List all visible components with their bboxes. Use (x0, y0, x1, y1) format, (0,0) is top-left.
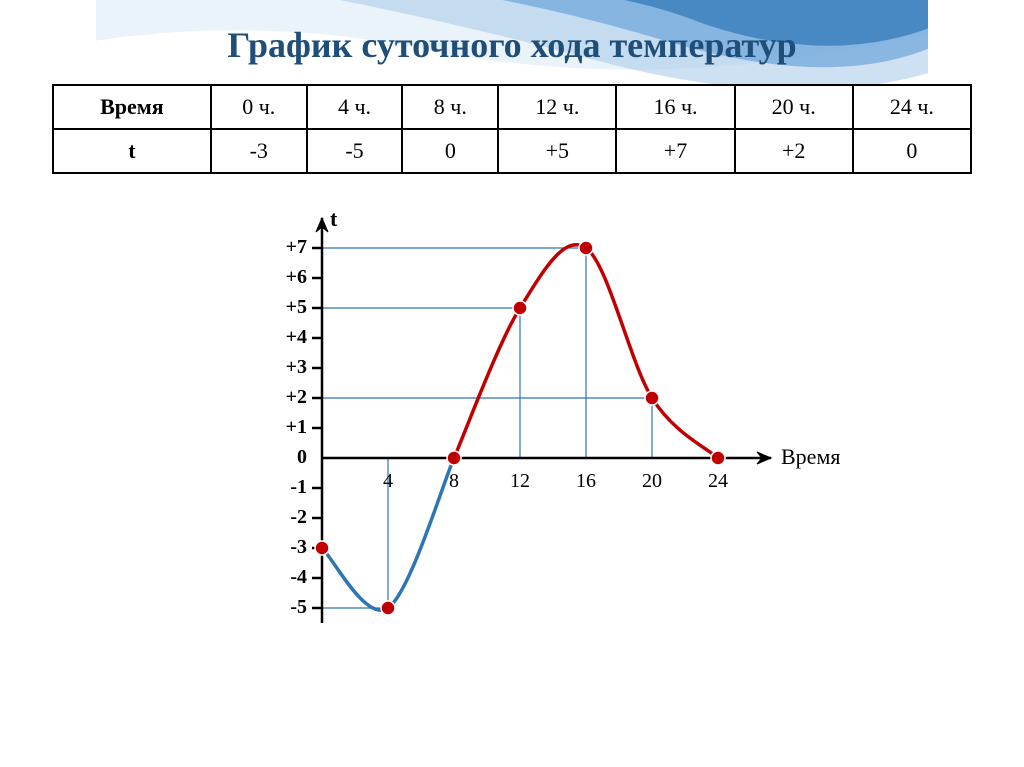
y-tick-label: -5 (267, 596, 307, 619)
temperature-chart: +7+6+5+4+3+2+10-1-2-3-4-54812162024tВрем… (232, 198, 792, 638)
y-tick-label: +1 (267, 416, 307, 439)
table-cell: Время (53, 85, 211, 129)
y-tick-label: -1 (267, 476, 307, 499)
y-axis-label: t (330, 206, 337, 232)
table-cell: +5 (498, 129, 616, 173)
x-tick-label: 8 (434, 470, 474, 493)
x-tick-label: 24 (698, 470, 738, 493)
x-axis-label: Время (781, 444, 840, 470)
data-marker (579, 241, 593, 255)
table-cell: 12 ч. (498, 85, 616, 129)
y-tick-label: +3 (267, 356, 307, 379)
table-cell: 0 (853, 129, 971, 173)
y-tick-label: 0 (267, 446, 307, 469)
table-cell: 24 ч. (853, 85, 971, 129)
y-tick-label: -2 (267, 506, 307, 529)
table-cell: 0 ч. (211, 85, 307, 129)
y-tick-label: +6 (267, 266, 307, 289)
y-tick-label: -4 (267, 566, 307, 589)
table-cell: 16 ч. (616, 85, 734, 129)
table-cell: +2 (735, 129, 853, 173)
table-cell: -3 (211, 129, 307, 173)
chart-container: +7 +6 +5 +4 +3 +2 +1 0 -1 -2 -3 -4 -5 4 8 12 16 20 24 t Врем… (0, 198, 1024, 638)
y-tick-label: +2 (267, 386, 307, 409)
table-cell: 20 ч. (735, 85, 853, 129)
data-marker (315, 541, 329, 555)
y-tick-label: +4 (267, 326, 307, 349)
data-marker (447, 451, 461, 465)
table-cell: 0 (402, 129, 498, 173)
table-row: Время 0 ч. 4 ч. 8 ч. 12 ч. 16 ч. 20 ч. 2… (53, 85, 971, 129)
data-marker (381, 601, 395, 615)
chart-svg (232, 198, 792, 638)
table-cell: 8 ч. (402, 85, 498, 129)
x-tick-label: 4 (368, 470, 408, 493)
table-cell: t (53, 129, 211, 173)
table-row: t -3 -5 0 +5 +7 +2 0 (53, 129, 971, 173)
y-tick-label: +5 (267, 296, 307, 319)
x-tick-label: 16 (566, 470, 606, 493)
table-cell: 4 ч. (307, 85, 403, 129)
y-tick-label: +7 (267, 236, 307, 259)
data-marker (711, 451, 725, 465)
data-table: Время 0 ч. 4 ч. 8 ч. 12 ч. 16 ч. 20 ч. 2… (52, 84, 972, 174)
x-tick-label: 20 (632, 470, 672, 493)
table-cell: -5 (307, 129, 403, 173)
data-marker (513, 301, 527, 315)
page-title: График суточного хода температур (0, 0, 1024, 84)
data-table-wrap: Время 0 ч. 4 ч. 8 ч. 12 ч. 16 ч. 20 ч. 2… (0, 84, 1024, 198)
data-marker (645, 391, 659, 405)
y-tick-label: -3 (267, 536, 307, 559)
table-cell: +7 (616, 129, 734, 173)
x-tick-label: 12 (500, 470, 540, 493)
